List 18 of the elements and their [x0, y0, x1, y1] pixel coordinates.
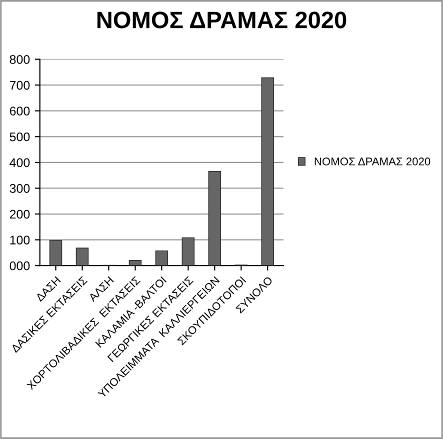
- y-tick-label: 600: [10, 106, 30, 116]
- chart-title: ΝΟΜΟΣ ΔΡΑΜΑΣ 2020: [97, 12, 346, 28]
- y-tick-label: 200: [10, 210, 30, 219]
- y-tick-label: 000: [10, 261, 30, 270]
- bar: [182, 237, 195, 266]
- y-tick-label: 300: [10, 184, 30, 193]
- y-tick-label: 400: [10, 158, 30, 168]
- y-tick-label: 800: [10, 55, 30, 64]
- bar: [261, 77, 274, 266]
- bar: [49, 240, 62, 266]
- legend-label: ΝΟΜΟΣ ΔΡΑΜΑΣ 2020: [314, 158, 430, 166]
- y-tick-label: 700: [10, 80, 30, 90]
- bar: [208, 171, 222, 266]
- bar: [128, 260, 142, 266]
- bar: [155, 250, 168, 266]
- bar: [76, 248, 89, 266]
- y-tick-label: 100: [10, 236, 30, 244]
- y-tick-label: 500: [10, 132, 30, 142]
